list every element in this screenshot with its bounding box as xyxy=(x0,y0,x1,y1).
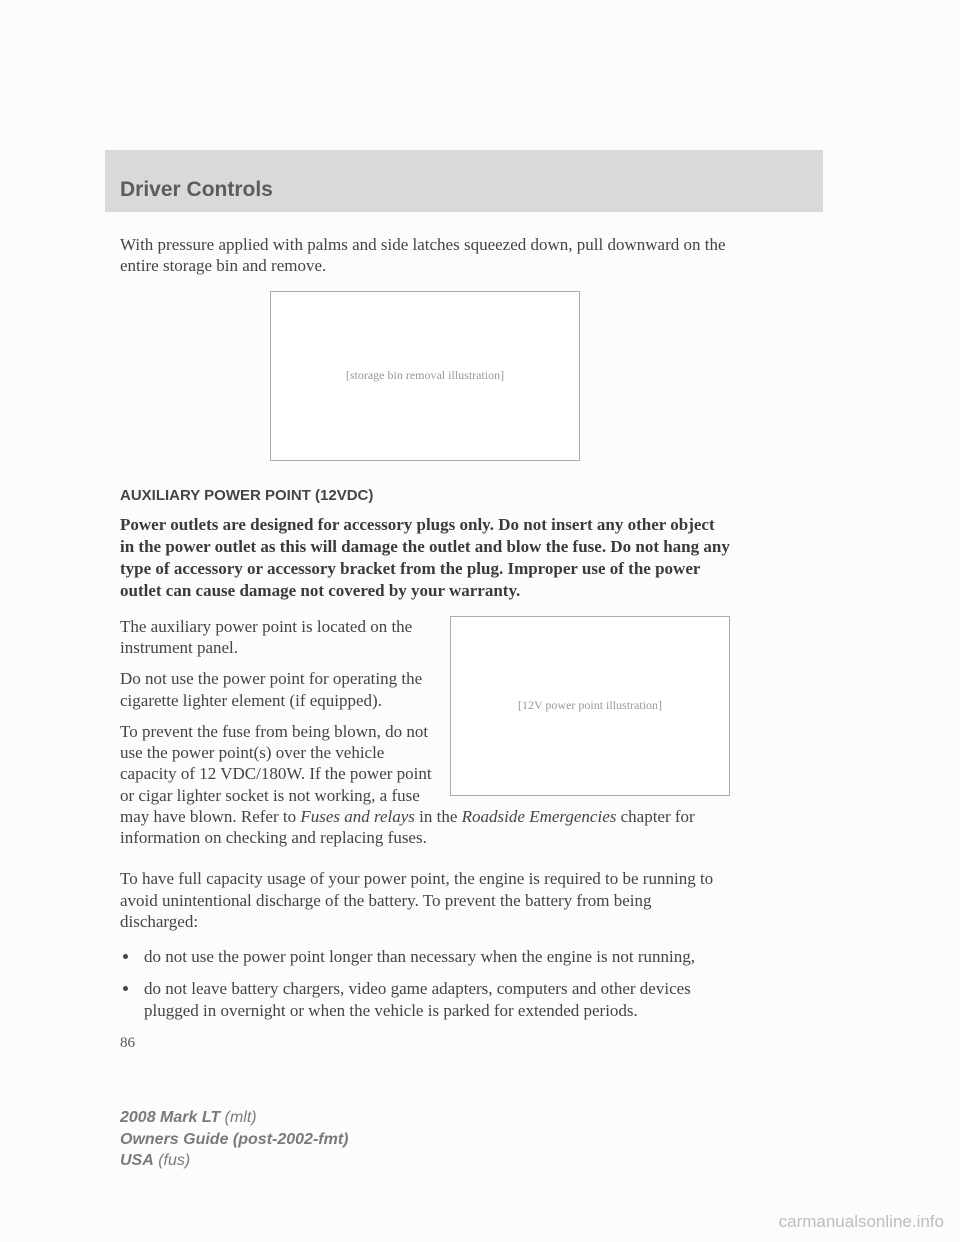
footer-guide: Owners Guide (post-2002-fmt) xyxy=(120,1131,348,1148)
intro-paragraph: With pressure applied with palms and sid… xyxy=(120,234,730,277)
manual-page: Driver Controls With pressure applied wi… xyxy=(120,150,730,1052)
footer-model-code: (mlt) xyxy=(220,1109,256,1126)
footer-model: 2008 Mark LT xyxy=(120,1109,220,1126)
p3-italic-1: Fuses and relays xyxy=(300,807,415,826)
aux-power-p4: To have full capacity usage of your powe… xyxy=(120,868,730,932)
section-header-bar: Driver Controls xyxy=(105,150,823,212)
discharge-bullet-list: do not use the power point longer than n… xyxy=(120,946,730,1021)
p3-part-b: in the xyxy=(415,807,462,826)
footer-region-code: (fus) xyxy=(154,1152,190,1169)
aux-power-wrap-block: [12V power point illustration] The auxil… xyxy=(120,616,730,859)
figure-storage-bin-box: [storage bin removal illustration] xyxy=(270,291,580,461)
footer-block: 2008 Mark LT (mlt) Owners Guide (post-20… xyxy=(120,1107,348,1172)
footer-line-2: Owners Guide (post-2002-fmt) xyxy=(120,1129,348,1151)
page-number: 86 xyxy=(120,1035,730,1052)
footer-line-3: USA (fus) xyxy=(120,1150,348,1172)
footer-region: USA xyxy=(120,1152,154,1169)
list-item: do not leave battery chargers, video gam… xyxy=(140,978,730,1022)
aux-power-heading: AUXILIARY POWER POINT (12VDC) xyxy=(120,487,730,504)
list-item: do not use the power point longer than n… xyxy=(140,946,730,968)
p3-italic-2: Roadside Emergencies xyxy=(462,807,617,826)
figure-12v-outlet: [12V power point illustration] xyxy=(450,616,730,796)
footer-line-1: 2008 Mark LT (mlt) xyxy=(120,1107,348,1129)
figure-storage-bin: [storage bin removal illustration] xyxy=(120,291,730,461)
aux-power-warning: Power outlets are designed for accessory… xyxy=(120,514,730,602)
watermark-text: carmanualsonline.info xyxy=(779,1212,944,1232)
section-header-title: Driver Controls xyxy=(120,178,273,202)
